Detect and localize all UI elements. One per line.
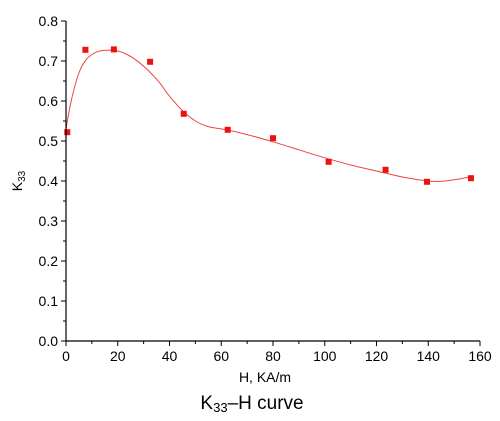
y-tick-label: 0.4 bbox=[39, 173, 59, 189]
x-tick-label: 160 bbox=[468, 348, 492, 364]
label-layer: 0 20 40 60 80 100 120 140 160 0.0 0.1 0.2 0.3 0.4 0.5 0… bbox=[9, 13, 492, 415]
data-point-layer bbox=[64, 46, 474, 185]
data-point bbox=[180, 110, 187, 117]
data-point bbox=[110, 46, 117, 53]
fit-curve-layer bbox=[65, 49, 470, 183]
y-tick-label: 0.8 bbox=[39, 13, 59, 29]
y-tick-label: 0.3 bbox=[39, 213, 59, 229]
axes-layer bbox=[61, 20, 481, 346]
x-tick-label: 100 bbox=[313, 348, 337, 364]
y-axis-label: K33 bbox=[9, 170, 28, 191]
data-point bbox=[224, 126, 231, 133]
y-tick-label: 0.5 bbox=[39, 133, 59, 149]
data-point bbox=[82, 46, 89, 53]
y-tick-label: 0.1 bbox=[39, 293, 59, 309]
y-tick-label: 0.6 bbox=[39, 93, 59, 109]
x-tick-label: 140 bbox=[417, 348, 441, 364]
x-tick-label: 0 bbox=[62, 348, 70, 364]
x-tick-label: 120 bbox=[365, 348, 389, 364]
data-point bbox=[325, 158, 332, 165]
x-tick-label: 60 bbox=[213, 348, 229, 364]
data-point bbox=[382, 166, 389, 173]
y-tick-label: 0.0 bbox=[39, 333, 59, 349]
data-point bbox=[467, 175, 474, 182]
x-tick-label: 80 bbox=[265, 348, 281, 364]
data-point bbox=[270, 135, 276, 142]
fit-curve-line bbox=[65, 49, 470, 183]
y-tick-label: 0.7 bbox=[39, 53, 59, 69]
data-point bbox=[423, 178, 430, 185]
x-axis-label: H, KA/m bbox=[239, 369, 291, 385]
x-tick-label: 20 bbox=[110, 348, 126, 364]
y-tick-label: 0.2 bbox=[39, 253, 59, 269]
x-tick-label: 40 bbox=[162, 348, 178, 364]
data-point bbox=[64, 129, 71, 136]
chart-title: K33–H curve bbox=[200, 393, 303, 415]
data-point bbox=[147, 58, 154, 65]
